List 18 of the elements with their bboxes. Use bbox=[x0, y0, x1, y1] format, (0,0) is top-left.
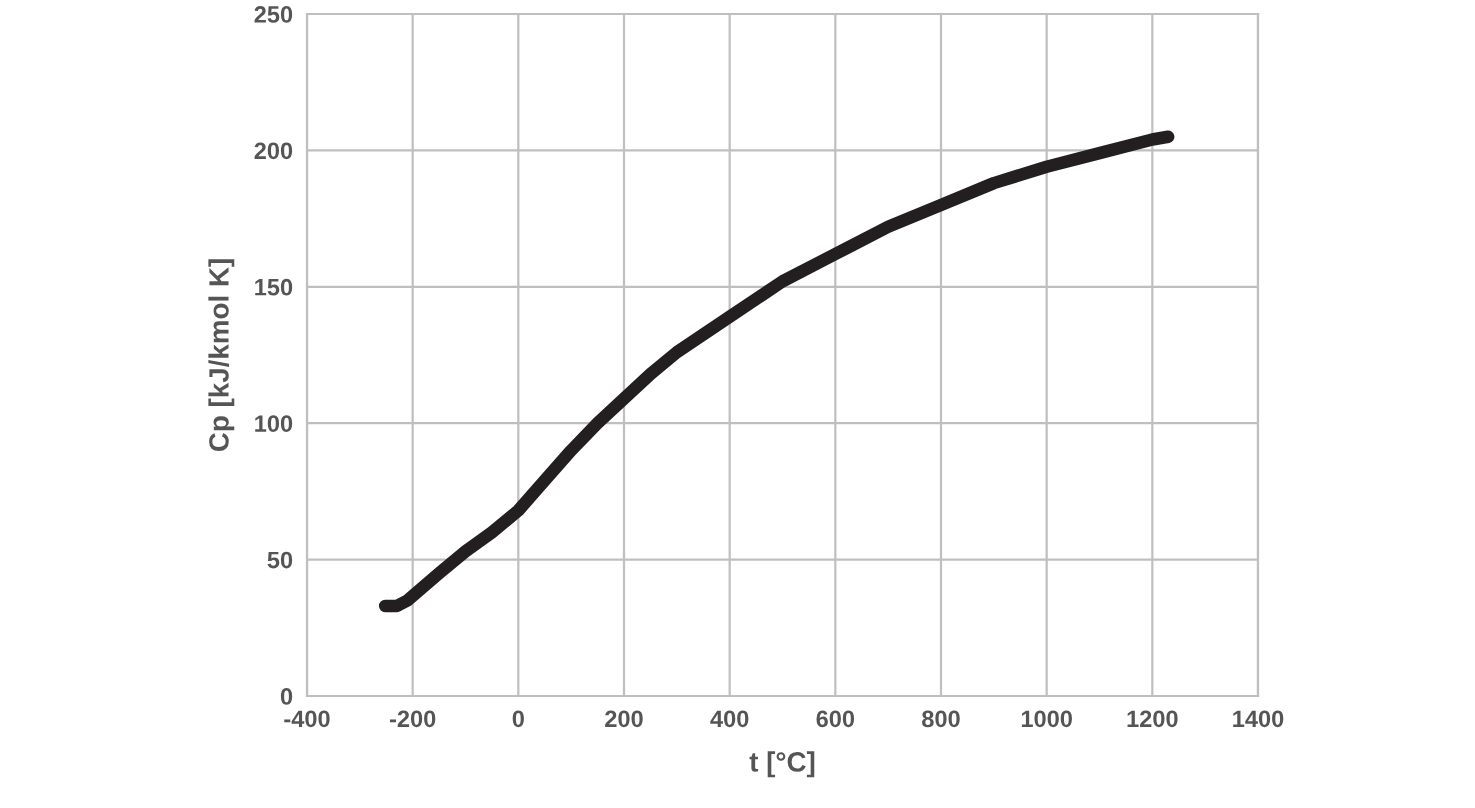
y-axis-title: Cp [kJ/kmol K] bbox=[208, 259, 235, 452]
x-tick-label: 200 bbox=[605, 710, 643, 728]
y-tick-label: 100 bbox=[255, 415, 293, 432]
y-tick-label: 200 bbox=[254, 142, 293, 160]
x-tick-label: 400 bbox=[710, 710, 749, 728]
x-tick-label: -200 bbox=[389, 710, 436, 728]
x-tick-label: -400 bbox=[284, 710, 330, 728]
x-tick-label: 800 bbox=[922, 710, 960, 728]
y-tick-label: 50 bbox=[267, 551, 293, 569]
x-axis-title: t [°C] bbox=[749, 751, 815, 778]
y-tick-label: 150 bbox=[255, 278, 293, 296]
x-tick-label: 1000 bbox=[1021, 710, 1072, 728]
x-tick-label: 1200 bbox=[1127, 710, 1178, 728]
x-tick-label: 0 bbox=[512, 710, 524, 728]
x-tick-label: 600 bbox=[816, 710, 855, 728]
x-tick-label: 1400 bbox=[1233, 710, 1284, 728]
y-tick-label: 0 bbox=[280, 688, 293, 705]
y-tick-label: 250 bbox=[254, 6, 293, 23]
